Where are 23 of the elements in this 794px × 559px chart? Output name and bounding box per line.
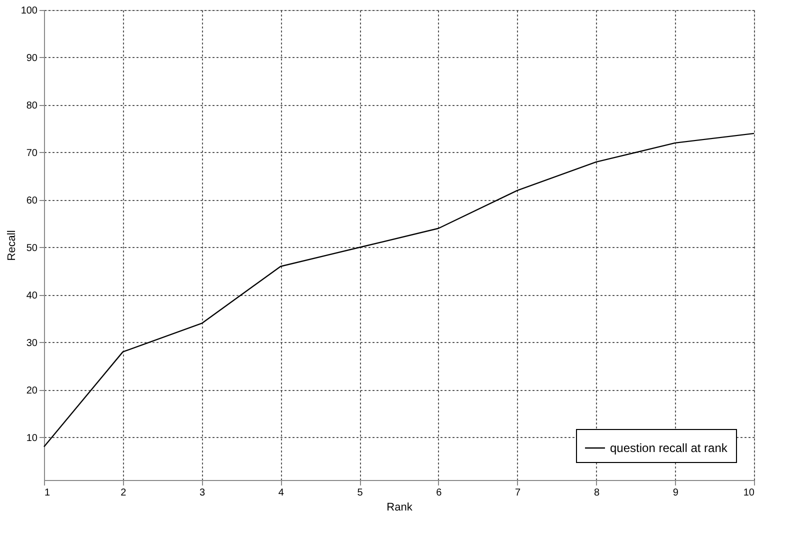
y-tick-label: 80: [26, 100, 38, 112]
x-tick-label: 2: [120, 488, 127, 498]
x-tick-label: 7: [515, 488, 522, 498]
legend-label: question recall at rank: [610, 441, 728, 455]
x-tick-label: 9: [672, 488, 679, 498]
x-tick-label: 4: [278, 488, 284, 498]
y-tick-label: 30: [26, 338, 38, 349]
y-axis-title: Recall: [6, 230, 18, 261]
y-tick-label: 100: [20, 6, 38, 16]
x-axis-title: Rank: [386, 502, 413, 514]
x-tick-label: 10: [743, 488, 755, 498]
x-tick-label: 8: [594, 488, 600, 498]
y-tick-label: 50: [26, 242, 38, 254]
y-tick-label: 90: [26, 52, 38, 64]
y-tick-label: 20: [26, 385, 38, 396]
x-tick-label: 5: [357, 488, 364, 498]
x-tick-label: 3: [199, 488, 206, 498]
x-tick-label: 1: [44, 488, 50, 498]
y-tick-label: 60: [26, 195, 38, 206]
y-tick-label: 10: [26, 432, 38, 444]
y-tick-label: 70: [26, 148, 38, 159]
x-tick-label: 6: [436, 488, 442, 498]
y-tick-label: 40: [26, 290, 38, 302]
